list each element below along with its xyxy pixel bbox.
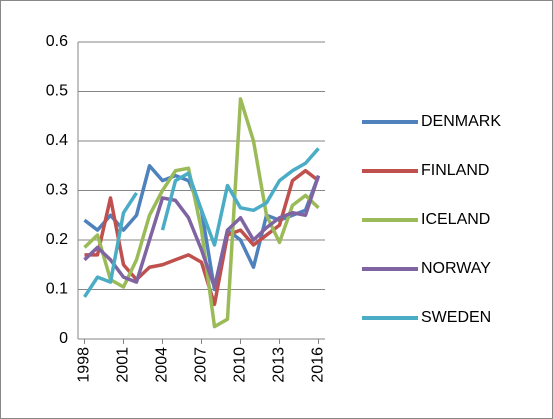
y-tick-label: 0.6: [46, 33, 68, 50]
series-line: [83, 97, 320, 329]
legend-label: SWEDEN: [421, 309, 491, 326]
y-tick-label: 0.3: [46, 182, 68, 199]
x-tick-label: 2010: [232, 347, 249, 383]
x-tick-label: 2016: [310, 347, 327, 383]
x-tick-label: 1998: [76, 347, 93, 383]
x-tick-label: 2001: [115, 347, 132, 383]
y-tick-label: 0.5: [46, 83, 68, 100]
legend-label: DENMARK: [421, 113, 501, 130]
series-line: [84, 168, 320, 307]
y-tick-label: 0.2: [46, 231, 68, 248]
y-tick-label: 0.1: [46, 281, 68, 298]
x-tick-label: 2004: [154, 347, 171, 383]
y-tick-label: 0: [59, 330, 68, 347]
legend-label: NORWAY: [421, 260, 491, 277]
x-tick-label: 2013: [271, 347, 288, 383]
y-tick-label: 0.4: [46, 132, 68, 149]
x-tick-label: 2007: [193, 347, 210, 383]
legend-label: FINLAND: [421, 162, 489, 179]
series-line: [83, 147, 320, 298]
series-line: [83, 175, 321, 289]
legend-label: ICELAND: [421, 211, 490, 228]
